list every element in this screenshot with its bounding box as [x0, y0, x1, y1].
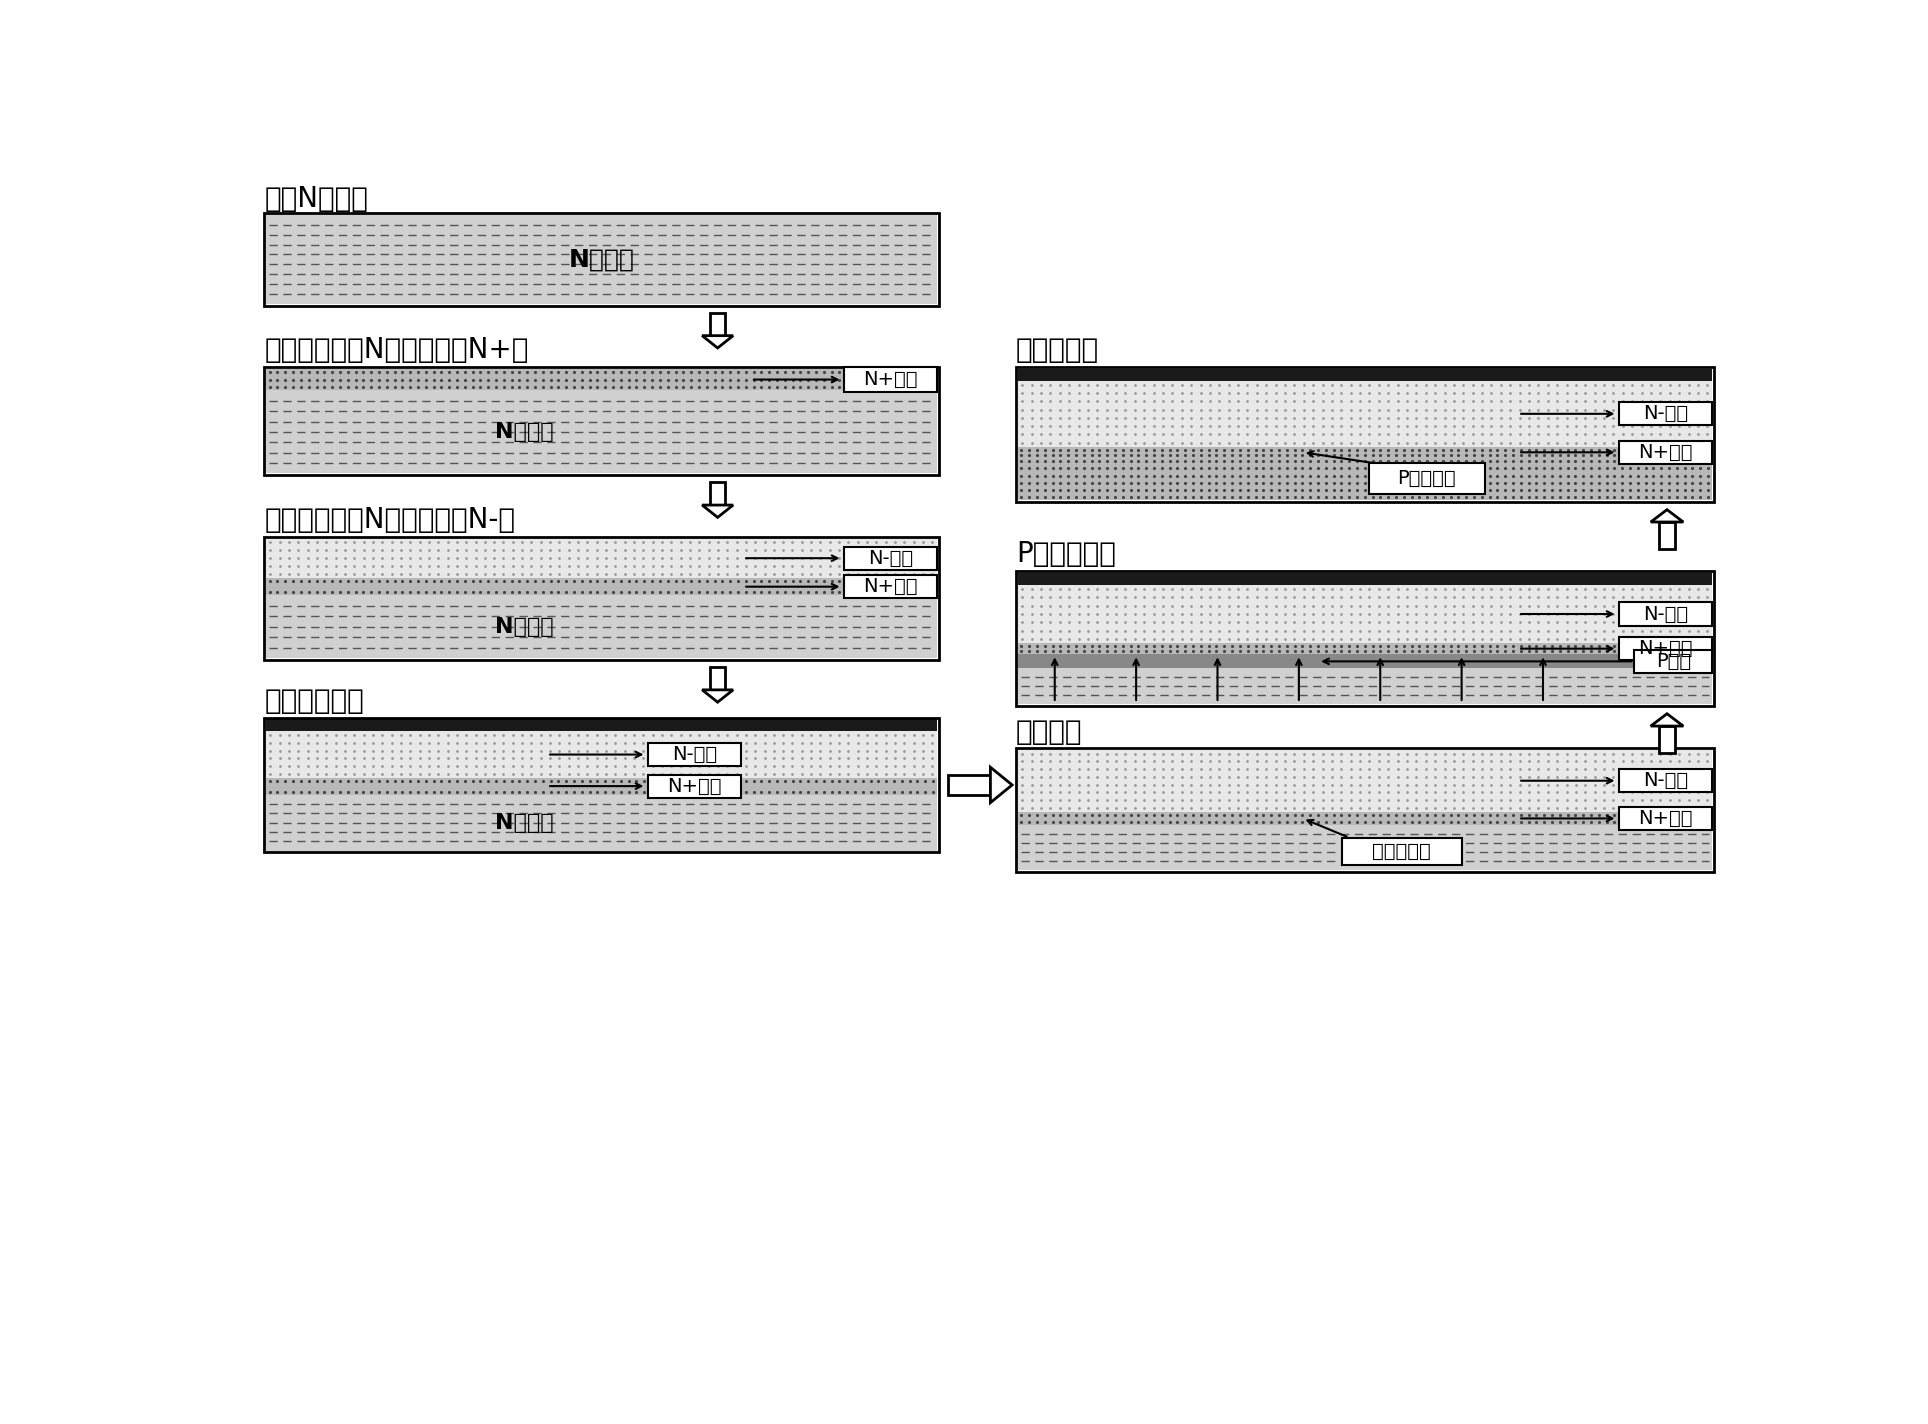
- Polygon shape: [1650, 510, 1683, 523]
- Text: N型衬底: N型衬底: [569, 248, 634, 272]
- Bar: [1018, 750, 1712, 812]
- Bar: [949, 775, 991, 795]
- Bar: [264, 537, 939, 659]
- Bar: [844, 367, 937, 392]
- Bar: [1635, 649, 1712, 674]
- Text: N+外延: N+外延: [1639, 443, 1693, 461]
- Bar: [1620, 769, 1712, 792]
- Text: N-外延: N-外延: [1643, 772, 1689, 790]
- Bar: [1660, 523, 1675, 548]
- Bar: [1620, 441, 1712, 464]
- Text: N型衬底: N型衬底: [495, 422, 553, 441]
- Bar: [1016, 571, 1714, 706]
- Bar: [266, 778, 937, 795]
- Bar: [266, 578, 937, 595]
- Bar: [1016, 749, 1714, 871]
- Text: 背面金属化: 背面金属化: [1016, 336, 1099, 365]
- Bar: [1018, 382, 1712, 447]
- Polygon shape: [991, 768, 1012, 803]
- Bar: [266, 215, 937, 305]
- Text: P和金属层: P和金属层: [1398, 470, 1456, 488]
- Bar: [1018, 572, 1712, 585]
- Polygon shape: [702, 506, 733, 517]
- Polygon shape: [702, 689, 733, 702]
- Text: N+外延: N+外延: [864, 370, 918, 389]
- Text: N-外延: N-外延: [868, 548, 914, 568]
- Bar: [266, 795, 937, 850]
- Text: P注入: P注入: [1656, 652, 1691, 671]
- Bar: [266, 390, 937, 474]
- Text: N-外延: N-外延: [671, 745, 717, 765]
- Bar: [1018, 369, 1712, 382]
- Text: N+外延: N+外延: [667, 776, 721, 796]
- Bar: [1018, 655, 1712, 668]
- Bar: [1018, 826, 1712, 870]
- Bar: [710, 666, 725, 689]
- Bar: [710, 481, 725, 506]
- Bar: [1018, 668, 1712, 705]
- Bar: [1018, 459, 1712, 500]
- Bar: [1018, 585, 1712, 642]
- Bar: [266, 732, 937, 778]
- Bar: [1369, 463, 1485, 494]
- Bar: [264, 214, 939, 306]
- Bar: [1342, 837, 1461, 866]
- Bar: [266, 369, 937, 390]
- Bar: [648, 775, 740, 797]
- Bar: [844, 547, 937, 570]
- Bar: [1620, 637, 1712, 661]
- Bar: [264, 718, 939, 853]
- Bar: [844, 575, 937, 598]
- Bar: [1620, 402, 1712, 426]
- Text: 形成轻掺杂的N型外延层（N-）: 形成轻掺杂的N型外延层（N-）: [264, 506, 515, 534]
- Bar: [648, 743, 740, 766]
- Text: 减薄终止处: 减薄终止处: [1373, 842, 1431, 862]
- Bar: [1620, 602, 1712, 625]
- Bar: [264, 367, 939, 476]
- Text: N+外延: N+外延: [1639, 809, 1693, 827]
- Text: 制造正面结构: 制造正面结构: [264, 686, 364, 715]
- Text: N+外延: N+外延: [1639, 639, 1693, 658]
- Text: P型离子注入: P型离子注入: [1016, 541, 1116, 568]
- Polygon shape: [702, 336, 733, 347]
- Bar: [1660, 726, 1675, 753]
- Bar: [266, 595, 937, 658]
- Text: N型衬底: N型衬底: [495, 813, 553, 833]
- Text: 提供N型衬底: 提供N型衬底: [264, 185, 368, 212]
- Text: N-外延: N-外延: [1643, 605, 1689, 624]
- Text: 形成重掺杂的N型外延层（N+）: 形成重掺杂的N型外延层（N+）: [264, 336, 528, 365]
- Bar: [710, 312, 725, 336]
- Bar: [1620, 807, 1712, 830]
- Text: N+外延: N+外延: [864, 577, 918, 597]
- Text: N型衬底: N型衬底: [495, 617, 553, 637]
- Bar: [266, 538, 937, 578]
- Bar: [266, 719, 937, 732]
- Bar: [1018, 642, 1712, 655]
- Bar: [1018, 812, 1712, 826]
- Bar: [1016, 367, 1714, 503]
- Polygon shape: [1650, 713, 1683, 726]
- Text: 减薄处理: 减薄处理: [1016, 718, 1082, 746]
- Text: N-外延: N-外延: [1643, 404, 1689, 423]
- Bar: [1018, 447, 1712, 459]
